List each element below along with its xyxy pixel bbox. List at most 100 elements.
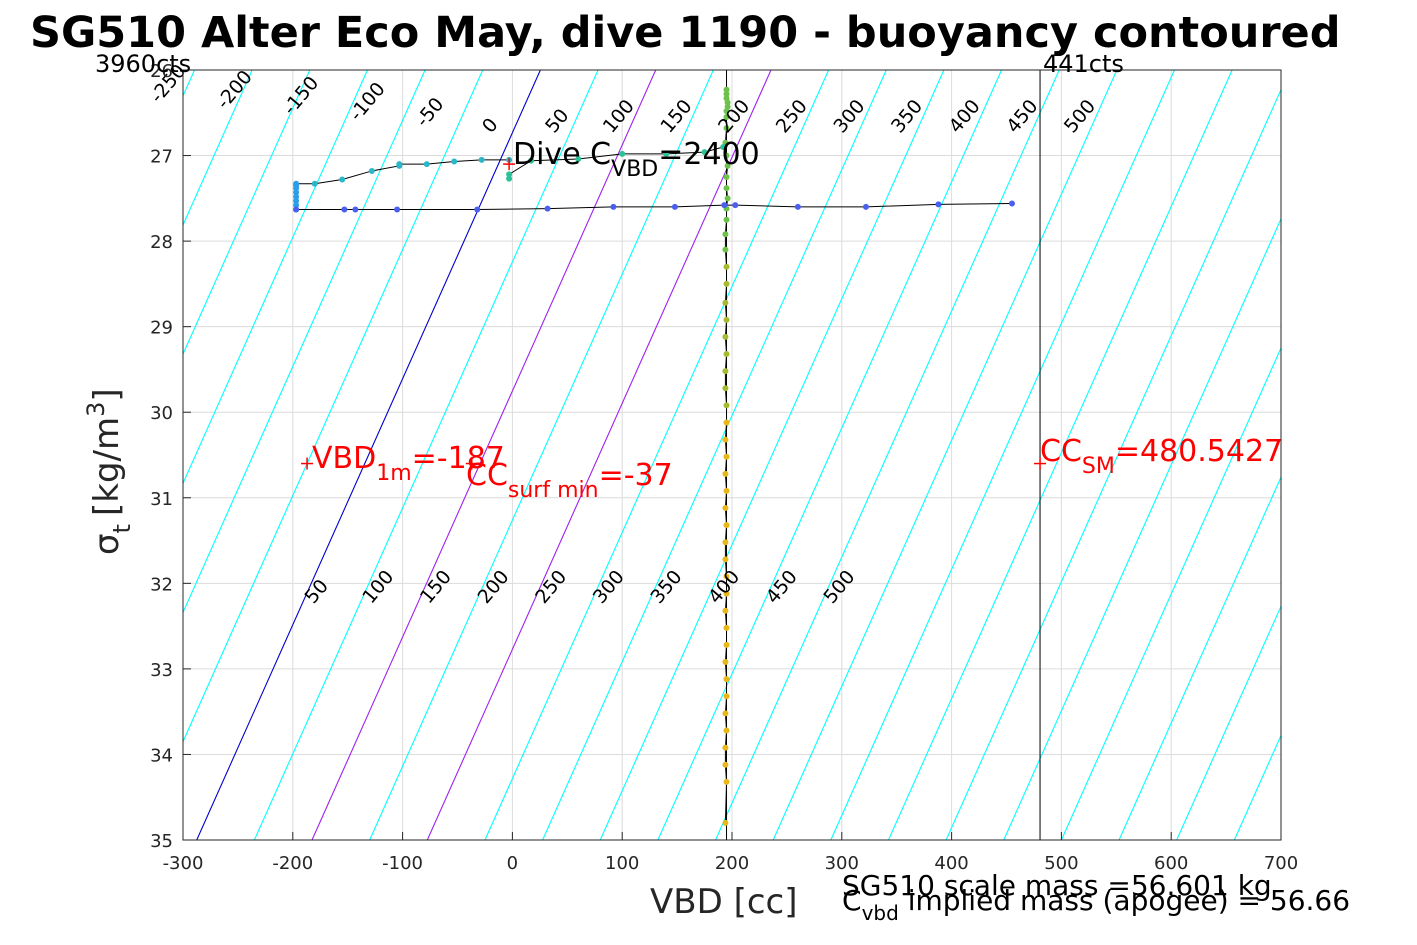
data-point [794,203,801,210]
contour-line [542,70,887,840]
data-point [723,676,730,683]
data-point [722,556,729,563]
data-point [394,206,401,213]
data-point [368,167,375,174]
y-tick-labels: 26 27 28 29 30 31 32 33 34 35 [150,61,191,852]
data-point [723,86,730,93]
contour-line [830,70,1175,840]
data-point [293,189,300,196]
x-tick-label: -300 [163,853,204,874]
data-point [293,197,300,204]
data-point [1008,200,1015,207]
data-point [293,180,300,187]
data-point [663,150,670,157]
buoyancy-contours [183,70,1281,840]
marker-crosses [301,158,1047,470]
data-point [724,195,731,202]
y-tick-label: 31 [150,489,173,510]
data-point [423,161,430,168]
x-tick-label: 200 [715,853,749,874]
data-point [723,351,730,358]
data-point [724,162,731,169]
data-point [935,201,942,208]
contour-line [657,70,1003,840]
data-point [722,231,729,238]
data-point [671,203,678,210]
data-point [723,487,730,494]
data-point [722,659,729,666]
contour-line [887,70,1233,840]
scale-mass-note: SG510 scale mass =56.601 kg [842,869,1272,902]
data-point [724,99,731,106]
data-point [619,150,626,157]
data-point [723,522,730,529]
data-point [528,157,535,164]
contour-line [253,70,599,840]
data-point [722,710,729,717]
contour-line [183,70,253,227]
trajectory-line [296,202,1012,210]
data-point [723,114,730,121]
data-point [610,203,617,210]
cc-sm-annotation: CCSM=480.5427 [1040,434,1283,479]
data-point [341,206,348,213]
x-tick-label: 500 [1044,853,1078,874]
trajectory-line [508,146,724,179]
data-point [722,385,729,392]
data-point [506,171,513,178]
data-point [723,573,730,580]
x-tick-label: 0 [507,853,518,874]
contour-line [1003,217,1281,840]
contour-line [484,70,830,840]
contour-line [1060,346,1281,840]
contour-line [369,70,714,840]
implied-mass-note: Cvbd implied mass (apogee) = 56.66 [842,884,1350,925]
y-tick-label: 29 [150,318,173,339]
data-point [720,144,727,150]
data-point [723,152,730,159]
contour-line [196,70,541,840]
vbd-1m-annotation: VBD1m=-187 [312,441,505,486]
data-point [575,155,582,162]
data-point [722,761,729,768]
data-point [722,246,729,253]
y-tick-label: 26 [150,61,173,82]
data-point [723,316,730,323]
y-axis-label: σt[kg/m3] [82,388,136,555]
data-point [451,158,458,165]
contour-line [945,88,1281,840]
data-point [474,206,481,213]
y-tick-label: 33 [150,660,173,681]
x-tick-label: -100 [382,853,423,874]
data-point [293,206,300,213]
data-point [862,203,869,210]
data-point [722,333,729,340]
contour-line [599,70,945,840]
x-tick-label: 700 [1264,853,1298,874]
data-point [506,175,513,182]
data-point [722,368,729,375]
data-point [478,156,485,163]
data-point [723,173,730,180]
dive-cvbd-annotation: Dive CVBD=2400 [513,137,760,182]
data-point [723,590,730,597]
data-point [723,280,730,287]
y-tick-label: 32 [150,574,173,595]
contour-line [311,70,657,840]
y-tick-label: 34 [150,745,173,766]
data-point [721,202,728,209]
data-point [723,125,730,132]
contour-line [772,70,1118,840]
contour-line [426,70,772,840]
data-point [723,453,730,460]
y-tick-label: 28 [150,232,173,253]
x-tick-label: 100 [605,853,639,874]
x-tick-label: 400 [934,853,968,874]
data-point [723,419,730,426]
data-point [722,470,729,477]
data-point [723,778,730,785]
x-tick-label: -200 [272,853,313,874]
y-tick-label: 30 [150,403,173,424]
data-point [723,641,730,648]
